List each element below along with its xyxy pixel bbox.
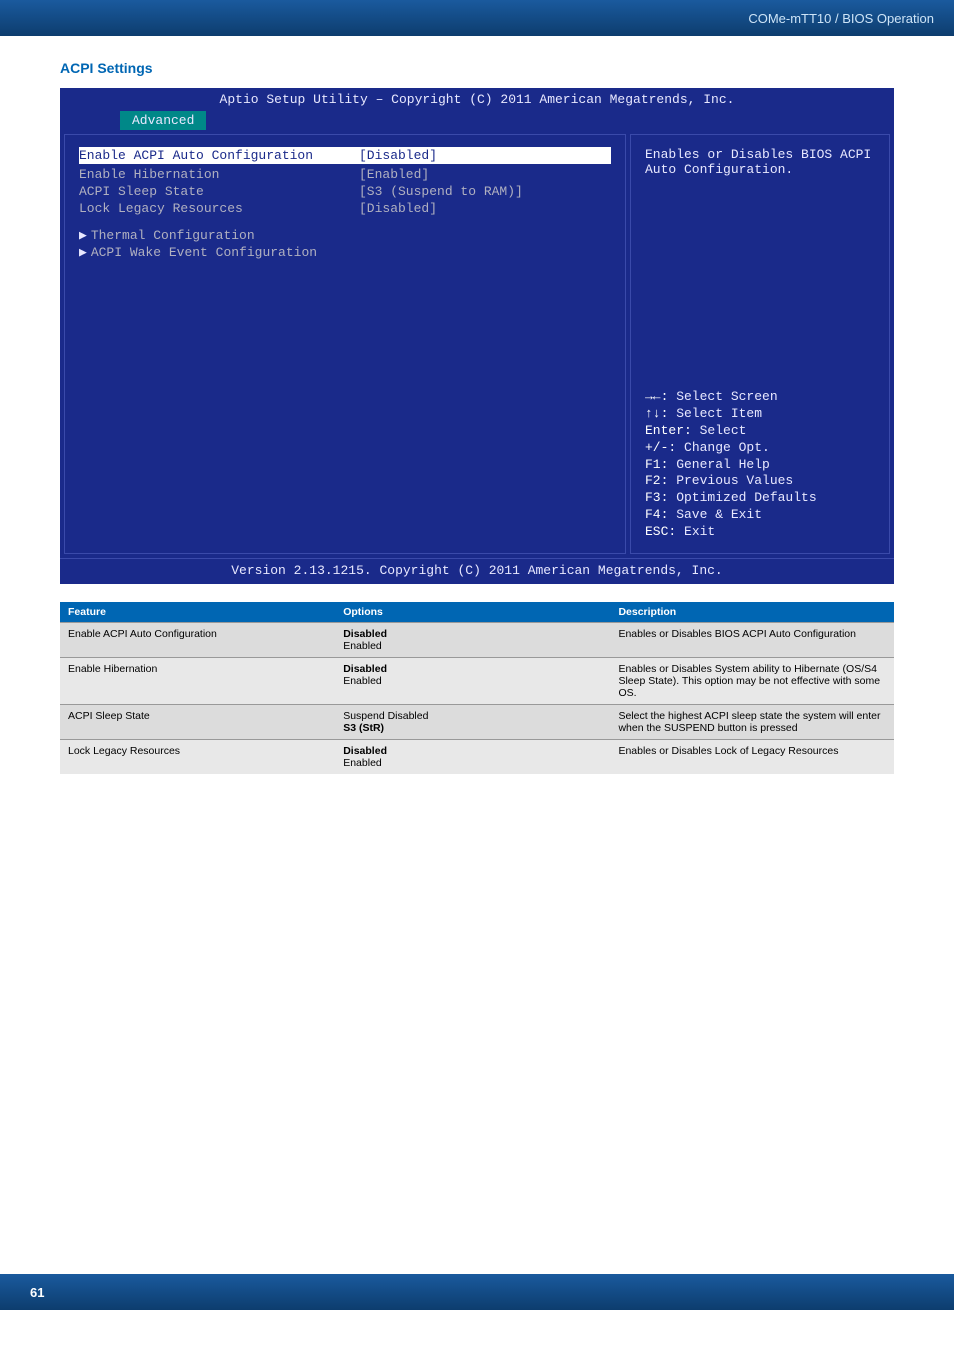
bios-footer: Version 2.13.1215. Copyright (C) 2011 Am…: [60, 558, 894, 584]
bios-setting-label: Enable ACPI Auto Configuration: [79, 148, 359, 163]
cell-options: Suspend DisabledS3 (StR): [335, 705, 610, 740]
bios-setting-row[interactable]: Lock Legacy Resources[Disabled]: [79, 200, 611, 217]
bios-tab-advanced[interactable]: Advanced: [120, 111, 206, 130]
col-options: Options: [335, 602, 610, 623]
table-row: ACPI Sleep StateSuspend DisabledS3 (StR)…: [60, 705, 894, 740]
bios-setting-value: [Enabled]: [359, 167, 429, 182]
bios-setting-row[interactable]: ACPI Sleep State[S3 (Suspend to RAM)]: [79, 183, 611, 200]
arrow-icon: ▶: [79, 245, 87, 260]
bios-setting-row[interactable]: Enable ACPI Auto Configuration[Disabled]: [79, 147, 611, 164]
page-footer: 61: [0, 1274, 954, 1310]
bios-help-key-line: F4: Save & Exit: [645, 507, 875, 524]
bios-tabs: Advanced: [60, 111, 894, 130]
bios-help-key-line: Enter: Select: [645, 423, 875, 440]
bios-title: Aptio Setup Utility – Copyright (C) 2011…: [60, 88, 894, 111]
table-row: Enable HibernationDisabledEnabledEnables…: [60, 658, 894, 705]
bios-setting-label: Lock Legacy Resources: [79, 201, 359, 216]
bios-help-key-line: ↑↓: Select Item: [645, 406, 875, 423]
cell-feature: Enable ACPI Auto Configuration: [60, 623, 335, 658]
cell-feature: Enable Hibernation: [60, 658, 335, 705]
bios-setting-label: Enable Hibernation: [79, 167, 359, 182]
bios-left-panel: Enable ACPI Auto Configuration[Disabled]…: [64, 134, 626, 554]
bios-setting-value: [Disabled]: [359, 148, 437, 163]
cell-feature: Lock Legacy Resources: [60, 740, 335, 775]
bios-submenu-item[interactable]: ▶Thermal Configuration: [79, 227, 611, 244]
bios-help-key-line: ESC: Exit: [645, 524, 875, 541]
bios-help-key-line: F2: Previous Values: [645, 473, 875, 490]
section-title: ACPI Settings: [60, 60, 894, 76]
cell-options: DisabledEnabled: [335, 623, 610, 658]
cell-description: Select the highest ACPI sleep state the …: [610, 705, 894, 740]
bios-help-key-line: +/-: Change Opt.: [645, 440, 875, 457]
cell-options: DisabledEnabled: [335, 658, 610, 705]
bios-setting-label: ACPI Sleep State: [79, 184, 359, 199]
bios-help-key-line: F3: Optimized Defaults: [645, 490, 875, 507]
arrow-icon: ▶: [79, 228, 87, 243]
spec-table: Feature Options Description Enable ACPI …: [60, 602, 894, 774]
bios-setting-value: [Disabled]: [359, 201, 437, 216]
table-header-row: Feature Options Description: [60, 602, 894, 623]
bios-body: Enable ACPI Auto Configuration[Disabled]…: [60, 130, 894, 558]
page-number: 61: [30, 1285, 44, 1300]
cell-options: DisabledEnabled: [335, 740, 610, 775]
cell-description: Enables or Disables System ability to Hi…: [610, 658, 894, 705]
table-row: Enable ACPI Auto ConfigurationDisabledEn…: [60, 623, 894, 658]
bios-help-key-line: →←: Select Screen: [645, 389, 875, 406]
bios-screen: Aptio Setup Utility – Copyright (C) 2011…: [60, 88, 894, 584]
content: ACPI Settings Aptio Setup Utility – Copy…: [0, 36, 954, 774]
col-feature: Feature: [60, 602, 335, 623]
bios-help-keys: →←: Select Screen↑↓: Select ItemEnter: S…: [645, 389, 875, 541]
cell-description: Enables or Disables Lock of Legacy Resou…: [610, 740, 894, 775]
bios-setting-value: [S3 (Suspend to RAM)]: [359, 184, 523, 199]
table-row: Lock Legacy ResourcesDisabledEnabledEnab…: [60, 740, 894, 775]
header-bar: COMe-mTT10 / BIOS Operation: [0, 0, 954, 36]
bios-submenu-item[interactable]: ▶ACPI Wake Event Configuration: [79, 244, 611, 261]
bios-help-text: Enables or Disables BIOS ACPI Auto Confi…: [645, 147, 875, 177]
cell-feature: ACPI Sleep State: [60, 705, 335, 740]
bios-help-key-line: F1: General Help: [645, 457, 875, 474]
col-description: Description: [610, 602, 894, 623]
breadcrumb: COMe-mTT10 / BIOS Operation: [748, 11, 934, 26]
bios-setting-row[interactable]: Enable Hibernation[Enabled]: [79, 166, 611, 183]
cell-description: Enables or Disables BIOS ACPI Auto Confi…: [610, 623, 894, 658]
bios-right-panel: Enables or Disables BIOS ACPI Auto Confi…: [630, 134, 890, 554]
